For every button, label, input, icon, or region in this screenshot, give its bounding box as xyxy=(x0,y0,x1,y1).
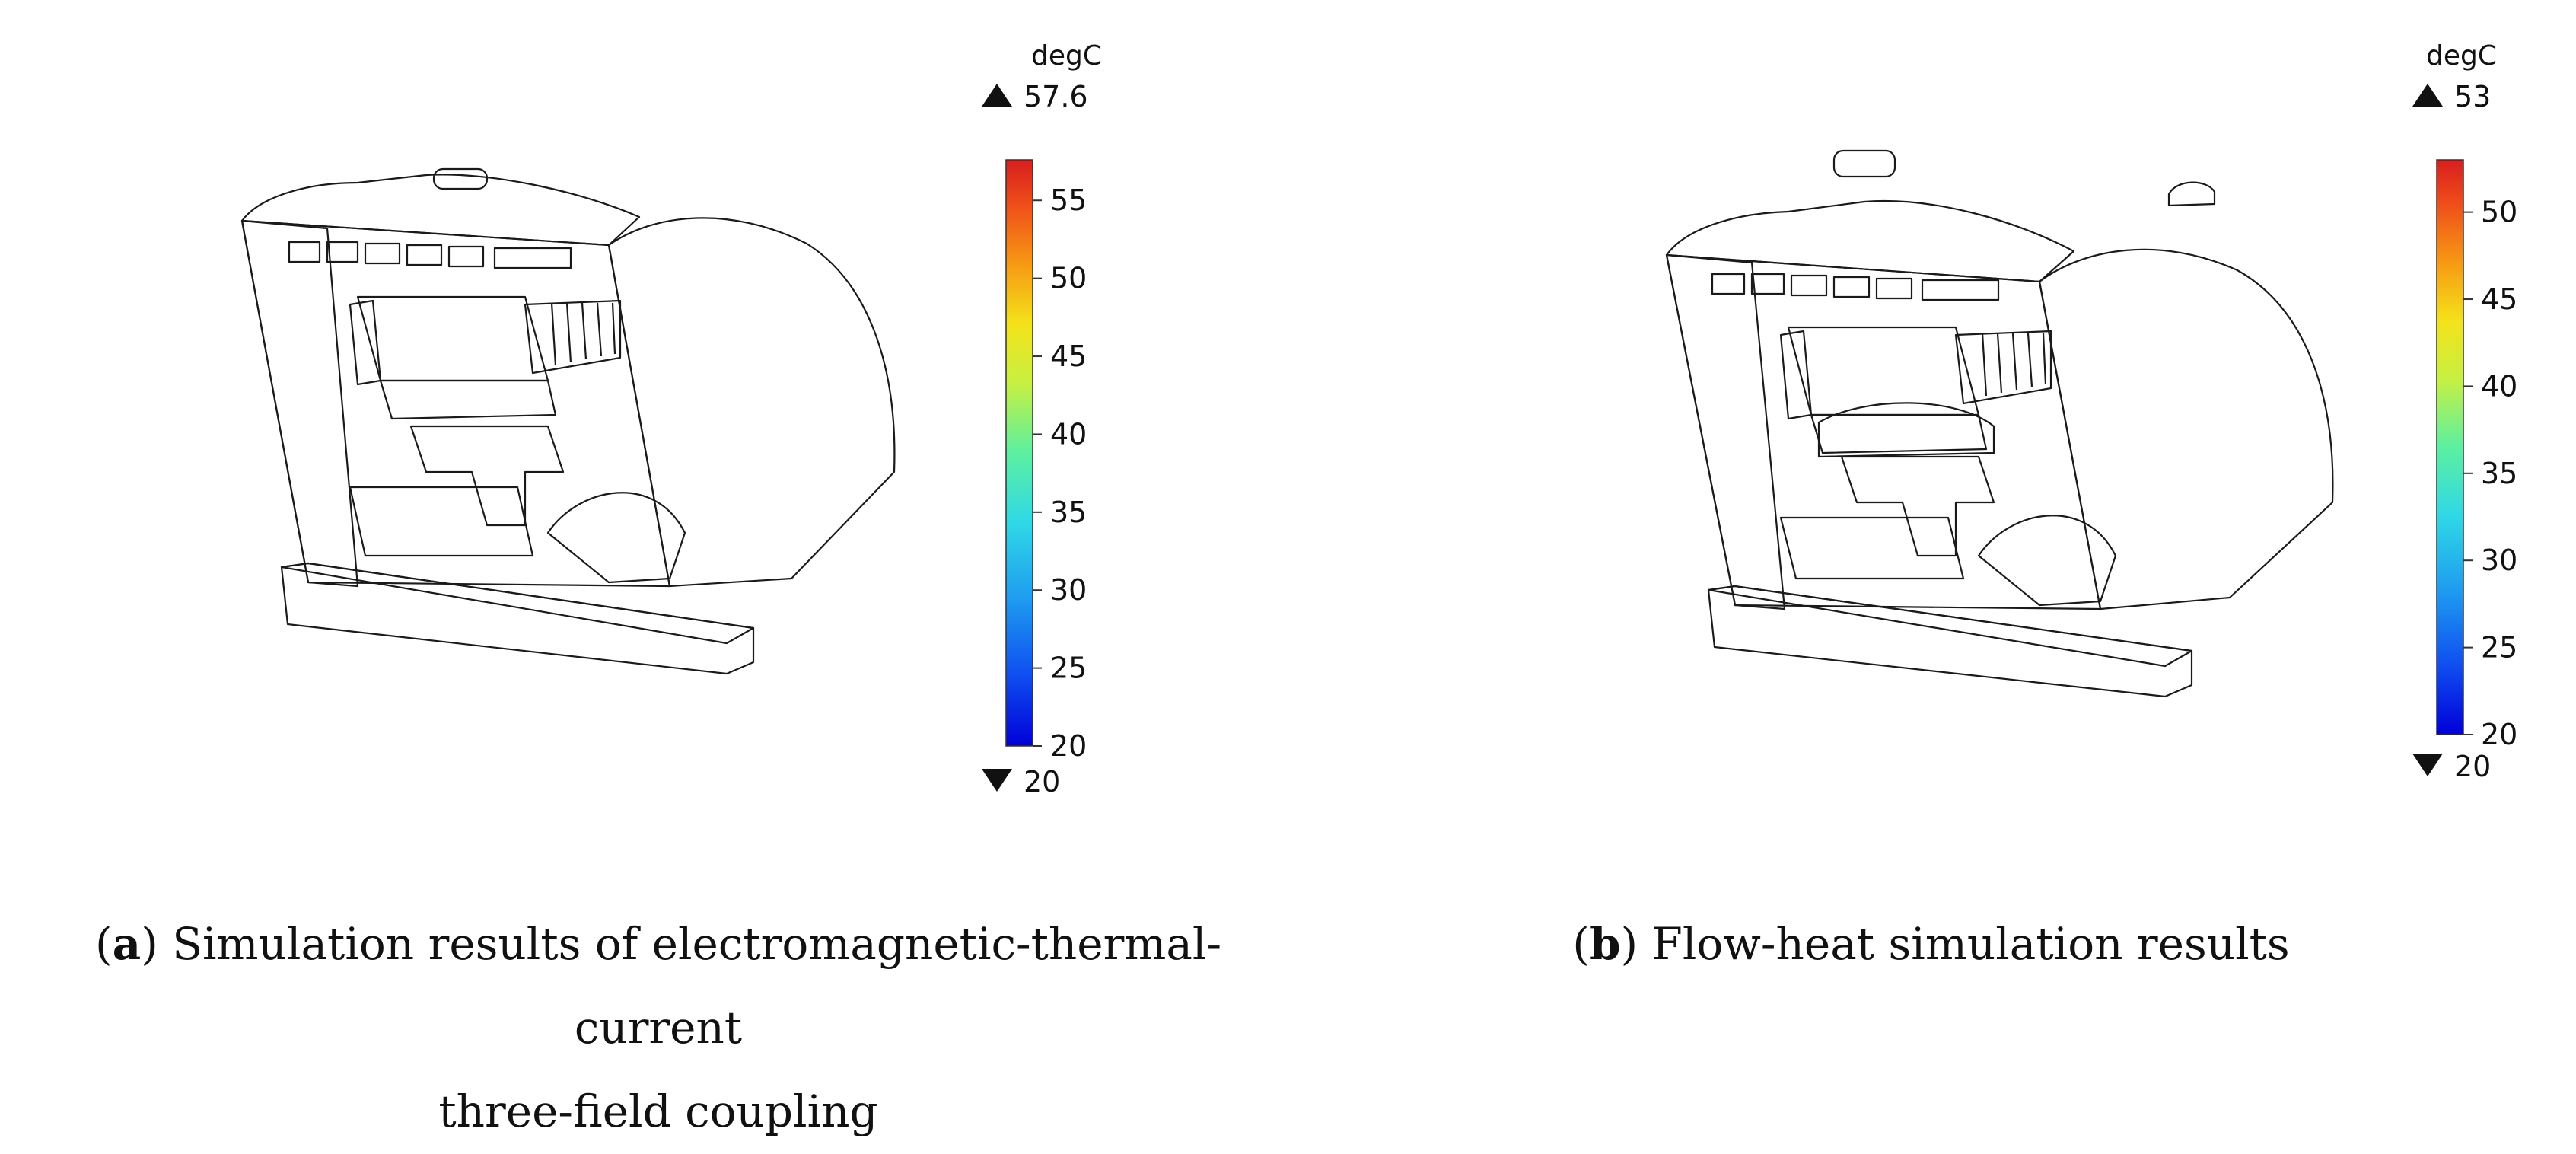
caption-a-label: a xyxy=(112,918,142,970)
shaft-support xyxy=(1840,455,1995,557)
housing-top xyxy=(1665,199,2075,283)
shaft-support xyxy=(409,425,565,527)
colorbar-tick-label: 55 xyxy=(1050,183,1087,217)
stator-core-side xyxy=(349,299,382,386)
housing-left-wall xyxy=(240,219,359,588)
figure-panel-a: degC 57.6 55 50 45 40 35 30 25 20 20 (a) Simula… xyxy=(0,0,1286,1137)
caption-b-label: b xyxy=(1589,918,1621,970)
top-bump-left xyxy=(1832,149,1896,178)
colorbar-tick-label: 45 xyxy=(1050,340,1087,373)
motor-thermal-model-a xyxy=(240,167,896,675)
colorbar-tick-label: 50 xyxy=(2481,196,2517,229)
figure-panel-b: degC 53 50 45 40 35 30 25 20 20 (b) Flow-heat … xyxy=(1286,0,2576,1073)
winding-fins xyxy=(524,299,622,375)
top-bump-right xyxy=(2167,181,2216,207)
caption-b-text: Flow-heat simulation results xyxy=(1651,918,2290,970)
end-cap-dome xyxy=(2038,248,2334,610)
colorbar-gradient xyxy=(2436,159,2464,735)
bearing-arc xyxy=(1977,515,2117,607)
base-plate-top xyxy=(1707,585,2193,668)
top-bump xyxy=(432,167,489,190)
stator-core xyxy=(356,295,549,382)
triangle-down-icon xyxy=(2412,754,2443,776)
colorbar-unit: degC xyxy=(1031,40,1102,72)
panel-b-figure: degC 53 50 45 40 35 30 25 20 20 xyxy=(1665,40,2517,783)
rotor-arc xyxy=(1817,402,1995,458)
colorbar-ticks: 55 50 45 40 35 30 25 20 xyxy=(1033,183,1087,763)
caption-a-line1: (a) Simulation results of electromagneti… xyxy=(94,918,1222,1054)
end-cap-dome xyxy=(607,217,896,588)
housing-top xyxy=(240,174,641,247)
stator-core xyxy=(1787,326,1980,416)
winding-fins xyxy=(1954,330,2052,405)
caption-b: (b) Flow-heat simulation results xyxy=(1286,902,2576,986)
base-plate-top xyxy=(280,562,755,645)
caption-a-text: Simulation results of electromagnetic-th… xyxy=(172,918,1222,1054)
colorbar-max-value: 53 xyxy=(2454,80,2491,113)
triangle-up-icon xyxy=(2412,84,2443,107)
triangle-down-icon xyxy=(982,769,1012,792)
caption-b-line1: (b) Flow-heat simulation results xyxy=(1572,918,2290,970)
motor-thermal-model-b xyxy=(1665,149,2334,698)
caption-a-line2: three-field coupling xyxy=(438,1085,878,1138)
colorbar-max-value: 57.6 xyxy=(1024,80,1088,113)
colorbar-tick-label: 40 xyxy=(2481,369,2517,403)
panel-a-figure: degC 57.6 55 50 45 40 35 30 25 20 20 xyxy=(240,40,1102,799)
stator-core-side xyxy=(1779,330,1813,420)
colorbar-tick-label: 25 xyxy=(2481,631,2517,665)
colorbar-tick-label: 35 xyxy=(1050,496,1087,529)
colorbar-tick-label: 35 xyxy=(2481,457,2517,490)
colorbar-b: degC 53 50 45 40 35 30 25 20 20 xyxy=(2412,40,2517,783)
vent-slots xyxy=(1711,273,2000,301)
housing-front-face xyxy=(1665,253,2102,610)
colorbar-tick-label: 20 xyxy=(2481,718,2517,751)
stator-core-bottom xyxy=(1810,413,1988,454)
bearing-arc xyxy=(546,492,686,584)
colorbar-min-value: 20 xyxy=(2454,750,2491,783)
stator-core-bottom xyxy=(379,379,557,420)
colorbar-tick-label: 20 xyxy=(1050,729,1087,763)
vent-slots xyxy=(288,241,572,269)
colorbar-tick-label: 30 xyxy=(1050,573,1087,607)
colorbar-tick-label: 50 xyxy=(1050,262,1087,295)
caption-a: (a) Simulation results of electromagneti… xyxy=(15,902,1301,1154)
lower-frame xyxy=(1779,516,1965,580)
colorbar-unit: degC xyxy=(2426,40,2497,72)
colorbar-tick-label: 40 xyxy=(1050,417,1087,451)
lower-frame xyxy=(349,486,534,557)
housing-front-face xyxy=(240,219,671,588)
colorbar-min-value: 20 xyxy=(1024,765,1060,799)
colorbar-gradient xyxy=(1005,159,1033,747)
colorbar-tick-label: 25 xyxy=(1050,652,1087,685)
triangle-up-icon xyxy=(982,84,1012,107)
colorbar-ticks: 50 45 40 35 30 25 20 xyxy=(2463,196,2517,751)
colorbar-a: degC 57.6 55 50 45 40 35 30 25 20 20 xyxy=(982,40,1102,799)
colorbar-tick-label: 30 xyxy=(2481,544,2517,577)
colorbar-tick-label: 45 xyxy=(2481,282,2517,316)
